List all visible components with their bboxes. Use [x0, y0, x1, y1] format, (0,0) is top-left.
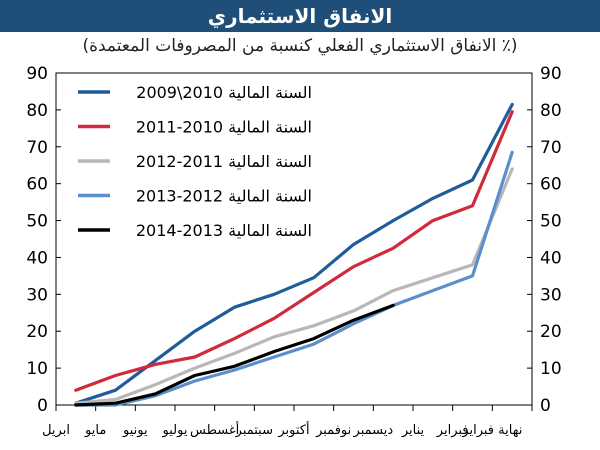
- y-tick-label-left: 60: [26, 175, 48, 195]
- x-tick-label: نوفمبر: [315, 423, 351, 438]
- x-tick-label: أغسطس: [190, 421, 239, 438]
- series-line: [74, 150, 514, 407]
- series-line: [74, 303, 395, 407]
- x-tick-label: نهاية فبراير: [461, 423, 522, 438]
- chart-subtitle: (٪ الانفاق الاستثماري الفعلي كنسبة من ال…: [82, 36, 518, 56]
- x-tick-label: ابريل: [42, 423, 70, 438]
- x-tick-label: يناير: [401, 423, 425, 438]
- y-tick-label-right: 80: [540, 101, 562, 121]
- y-tick-label-left: 30: [26, 285, 48, 305]
- y-tick-label-left: 40: [26, 248, 48, 268]
- x-tick-label: يوليو: [162, 423, 188, 438]
- y-tick-label-right: 60: [540, 175, 562, 195]
- x-tick-label: يونيو: [122, 423, 148, 438]
- y-tick-label-right: 90: [540, 64, 562, 84]
- y-tick-label-right: 30: [540, 285, 562, 305]
- series-line: [74, 167, 514, 405]
- x-tick-label: سبتمبر: [235, 423, 273, 438]
- legend-label: السنة المالية 2010\2009: [136, 83, 312, 102]
- legend-label: السنة المالية 2012-2013: [136, 187, 312, 206]
- y-tick-label-right: 20: [540, 322, 562, 342]
- y-tick-label-left: 90: [26, 64, 48, 84]
- y-tick-label-right: 50: [540, 212, 562, 232]
- y-tick-label-right: 70: [540, 138, 562, 158]
- y-tick-label-left: 0: [37, 396, 48, 416]
- x-tick-label: أكتوبر: [277, 421, 309, 438]
- x-tick-label: مايو: [84, 423, 106, 438]
- legend-label: السنة المالية 2011-2012: [136, 152, 312, 171]
- y-tick-label-left: 80: [26, 101, 48, 121]
- y-tick-label-left: 10: [26, 359, 48, 379]
- y-tick-label-right: 0: [540, 396, 551, 416]
- y-tick-label-right: 10: [540, 359, 562, 379]
- legend-label: السنة المالية 2010-2011: [136, 118, 312, 137]
- series-line: [74, 102, 514, 405]
- x-tick-label: ديسمبر: [353, 423, 394, 438]
- x-tick-label: فبراير: [436, 423, 469, 438]
- series-line: [74, 110, 514, 392]
- y-tick-label-left: 20: [26, 322, 48, 342]
- legend-label: السنة المالية 2013-2014: [136, 221, 312, 240]
- y-tick-label-left: 50: [26, 212, 48, 232]
- y-tick-label-right: 40: [540, 248, 562, 268]
- y-tick-label-left: 70: [26, 138, 48, 158]
- chart-title: الانفاق الاستثماري: [0, 0, 600, 32]
